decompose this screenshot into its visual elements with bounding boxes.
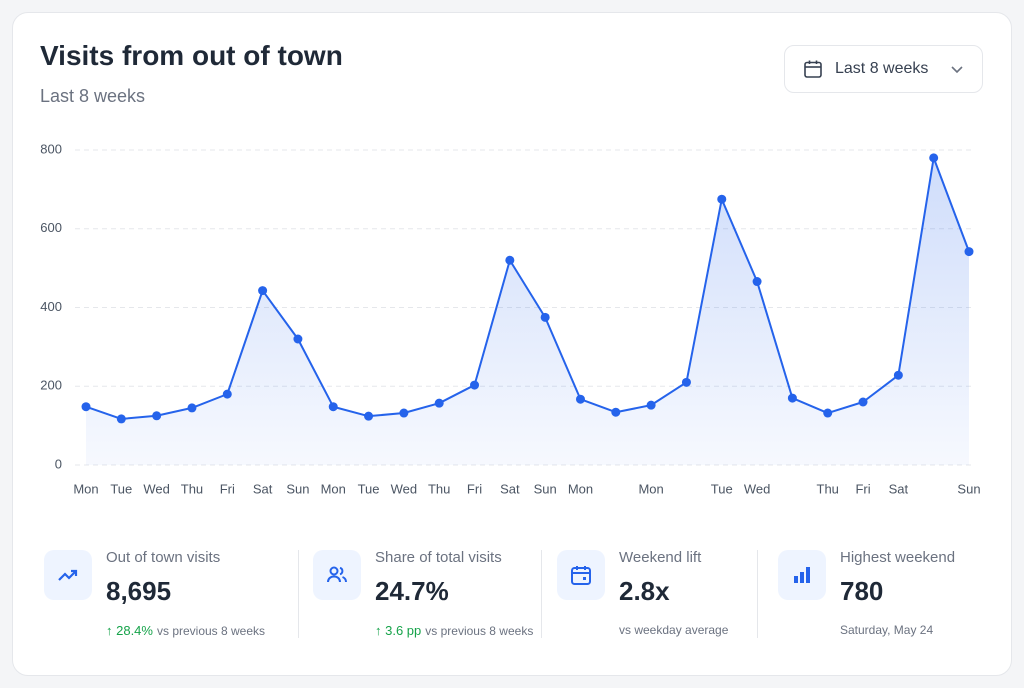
delta: ↑ 28.4%: [106, 623, 153, 638]
delta: ↑ 3.6 pp: [375, 623, 422, 638]
x-tick-label: Fri: [467, 481, 482, 496]
divider: [298, 550, 299, 638]
point: [752, 277, 762, 287]
area: [86, 157, 969, 465]
stat-value: 24.7%: [375, 576, 449, 606]
y-tick-label: 800: [40, 141, 62, 156]
x-tick-label: Mon: [638, 481, 663, 496]
bars-icon: [778, 550, 826, 600]
point: [823, 408, 833, 418]
point: [222, 389, 232, 399]
range-dropdown[interactable]: Last 8 weeks: [784, 45, 983, 93]
x-tick-label: Sat: [253, 481, 273, 496]
note: vs previous 8 weeks: [156, 624, 266, 638]
point: [787, 393, 797, 403]
y-tick-label: 200: [40, 378, 62, 393]
x-tick-label: Fri: [220, 481, 235, 496]
point: [540, 312, 550, 322]
x-tick-label: Fri: [855, 481, 870, 496]
x-tick-label: Wed: [143, 481, 170, 496]
stat-label: Out of town visits: [106, 549, 221, 566]
point: [116, 414, 126, 424]
x-tick-label: Sat: [500, 481, 520, 496]
x-tick-label: Tue: [711, 481, 733, 496]
stat-foot: vs weekday average: [619, 623, 728, 637]
stat-label: Highest weekend: [840, 549, 956, 566]
x-tick-label: Wed: [391, 481, 418, 496]
stat-label: Share of total visits: [375, 549, 502, 566]
chart: 0 200 400 600 800 Mon Tue Wed Thu Fri Sat Sun Mon Tue…: [40, 141, 980, 496]
trend-icon: [44, 550, 92, 600]
users-icon: [313, 550, 361, 600]
point: [328, 402, 338, 412]
point: [575, 394, 585, 404]
chevron: [951, 66, 963, 74]
calendar-icon: [557, 550, 605, 600]
x-tick-label: Sun: [286, 481, 309, 496]
x-tick-label: Thu: [181, 481, 203, 496]
x-tick-label: Tue: [358, 481, 380, 496]
range-label: Last 8 weeks: [835, 60, 929, 77]
point: [470, 380, 480, 390]
point: [152, 411, 162, 421]
x-tick-label: Thu: [428, 481, 450, 496]
point: [434, 398, 444, 408]
divider: [757, 550, 758, 638]
point: [505, 255, 515, 265]
stat-value: 2.8x: [619, 576, 670, 606]
calendar-icon: [804, 60, 822, 78]
line: [85, 156, 970, 420]
note: vs weekday average: [619, 623, 729, 637]
point: [399, 408, 409, 418]
point: [611, 407, 621, 417]
x-tick-label: Sun: [534, 481, 557, 496]
stat-value: 8,695: [106, 576, 172, 606]
x-tick-label: Mon: [321, 481, 346, 496]
point: [364, 411, 374, 421]
point: [858, 397, 868, 407]
point: [187, 403, 197, 413]
point: [258, 286, 268, 296]
divider: [541, 550, 542, 638]
stat-foot: Saturday, May 24: [840, 623, 933, 637]
point: [81, 402, 91, 412]
x-tick-label: Wed: [744, 481, 771, 496]
subtitle: Last 8 weeks: [40, 86, 146, 106]
point: [717, 194, 727, 204]
y-tick-label: 400: [40, 299, 62, 314]
stat-value: 780: [840, 576, 884, 606]
stat-foot: ↑ 28.4% vs previous 8 weeks: [106, 623, 265, 638]
note: vs previous 8 weeks: [425, 624, 534, 638]
y-tick-label: 0: [55, 456, 62, 471]
x-tick-label: Thu: [817, 481, 839, 496]
point: [646, 400, 656, 410]
stat-foot: ↑ 3.6 pp vs previous 8 weeks: [375, 623, 533, 638]
point: [964, 247, 974, 257]
point: [929, 153, 939, 163]
stat-label: Weekend lift: [619, 549, 702, 566]
note: Saturday, May 24: [840, 623, 934, 637]
point: [893, 370, 903, 380]
point: [681, 377, 691, 387]
point: [293, 334, 303, 344]
x-tick-label: Mon: [73, 481, 98, 496]
x-tick-label: Sat: [889, 481, 909, 496]
y-tick-label: 600: [40, 220, 62, 235]
title: Visits from out of town: [40, 40, 343, 71]
x-tick-label: Tue: [110, 481, 132, 496]
x-tick-label: Sun: [957, 481, 980, 496]
x-tick-label: Mon: [568, 481, 593, 496]
